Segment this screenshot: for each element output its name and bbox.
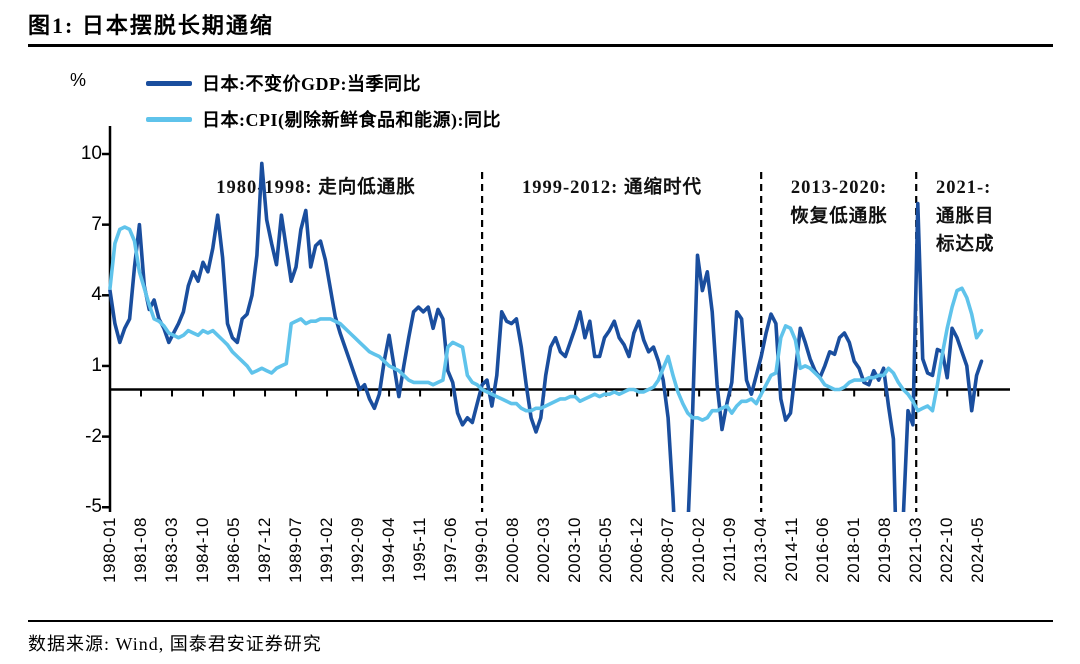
annotation-period-4-line1: 2021-:: [936, 178, 992, 198]
x-tick-label-text: 1991-02: [317, 517, 337, 583]
x-tick-label: 2003-10: [565, 517, 585, 613]
x-tick-label-text: 2006-12: [627, 517, 647, 583]
x-tick-label: 2022-10: [937, 517, 957, 613]
x-tick-label: 1992-09: [348, 517, 368, 613]
annotation-period-4-line3: 标达成: [936, 235, 995, 256]
x-tick-label-text: 1981-08: [131, 517, 150, 583]
x-tick-label-text: 1983-03: [162, 517, 182, 583]
legend-item-cpi: 日本:CPI(剔除新鲜食品和能源):同比: [146, 108, 501, 130]
y-tick-label: 7: [91, 213, 102, 235]
x-tick-label-text: 2021-03: [906, 517, 926, 583]
x-tick-label-text: 2002-03: [534, 517, 554, 583]
x-tick-label-text: 1997-06: [441, 517, 461, 583]
legend-gdp-line-swatch: [146, 80, 192, 86]
x-tick-label-text: 2014-11: [782, 517, 802, 582]
x-tick-label: 2005-05: [596, 517, 616, 613]
x-tick-label: 1980-01: [100, 517, 120, 613]
bottom-rule: [28, 620, 1053, 622]
gdp-series-line: [108, 161, 984, 512]
y-tick-label: 1: [91, 354, 102, 376]
x-tick-label-text: 1992-09: [348, 517, 368, 583]
x-tick-label: 1989-07: [286, 517, 306, 613]
annotation-period-3-line2: 恢复低通胀: [790, 206, 888, 227]
title-rule: [28, 44, 1053, 47]
x-tick-label-text: 2016-06: [813, 517, 833, 583]
annotation-period-4-line2: 通胀目: [936, 206, 995, 227]
x-tick-label: 2006-12: [627, 517, 647, 613]
x-tick-label: 1997-06: [441, 517, 461, 613]
x-tick-label: 1999-01: [472, 517, 492, 613]
y-tick-label: -5: [85, 496, 102, 518]
x-tick-label: 2019-08: [875, 517, 895, 613]
figure-title: 图1: 日本摆脱长期通缩: [28, 13, 274, 38]
x-tick-label: 2008-07: [658, 517, 678, 613]
legend-cpi-line-swatch: [146, 116, 192, 122]
cpi-series-line: [108, 225, 984, 422]
annotation-period-3-line1: 2013-2020:: [790, 178, 888, 198]
annotation-period-3: 2013-2020: 恢复低通胀: [766, 174, 912, 231]
x-tick-label-text: 2013-04: [751, 517, 771, 583]
legend-item-gdp: 日本:不变价GDP:当季同比: [146, 72, 421, 94]
x-tick-label-text: 1994-04: [379, 517, 399, 583]
x-tick-label-text: 1989-07: [286, 517, 306, 583]
annotation-period-4: 2021-: 通胀目 标达成: [936, 174, 1026, 260]
y-tick-label: -2: [85, 425, 102, 447]
x-tick-label: 2016-06: [813, 517, 833, 613]
x-tick-label: 2021-03: [906, 517, 926, 613]
annotation-period-2: 1999-2012: 通缩时代: [492, 174, 732, 203]
x-tick-label: 2000-08: [503, 517, 523, 613]
x-tick-label-text: 2022-10: [937, 517, 957, 583]
x-tick-label: 1994-04: [379, 517, 399, 613]
x-tick-label: 1987-12: [255, 517, 275, 613]
x-tick-label-text: 2011-09: [720, 517, 740, 582]
x-tick-label: 2002-03: [534, 517, 554, 613]
x-tick-label: 1981-08: [131, 517, 151, 613]
x-tick-label: 2011-09: [720, 517, 740, 613]
legend-gdp-label: 日本:不变价GDP:当季同比: [202, 74, 421, 94]
x-tick-label-text: 2019-08: [875, 517, 895, 583]
x-tick-label-text: 1980-01: [100, 517, 119, 583]
x-tick-label: 2013-04: [751, 517, 771, 613]
x-tick-label: 1984-10: [193, 517, 213, 613]
x-tick-label: 2010-02: [689, 517, 709, 613]
y-tick-label: 10: [80, 143, 102, 164]
x-tick-label-text: 2024-05: [968, 517, 988, 583]
x-tick-label: 1986-05: [224, 517, 244, 613]
x-tick-label-text: 2010-02: [689, 517, 709, 583]
y-axis-unit-label: %: [70, 70, 87, 90]
x-tick-label-text: 1995-11: [410, 517, 430, 582]
source-note: 数据来源: Wind, 国泰君安证券研究: [28, 634, 322, 654]
x-tick-label-text: 1987-12: [255, 517, 275, 583]
x-tick-label-text: 2018-01: [844, 517, 864, 583]
y-tick-label: 4: [91, 284, 102, 306]
x-tick-label: 1995-11: [410, 517, 430, 613]
x-tick-label-text: 2003-10: [565, 517, 585, 583]
annotation-period-2-line: 1999-2012: 通缩时代: [522, 178, 702, 198]
legend-cpi-label: 日本:CPI(剔除新鲜食品和能源):同比: [202, 110, 501, 130]
x-tick-label-text: 1986-05: [224, 517, 244, 583]
x-tick-label: 2014-11: [782, 517, 802, 613]
x-tick-label-text: 2005-05: [596, 517, 616, 583]
x-tick-label: 1983-03: [162, 517, 182, 613]
x-tick-label-text: 2000-08: [503, 517, 523, 583]
x-tick-label-text: 1984-10: [193, 517, 213, 583]
x-tick-label: 1991-02: [317, 517, 337, 613]
x-tick-label-text: 2008-07: [658, 517, 678, 583]
x-tick-label: 2024-05: [968, 517, 988, 613]
x-tick-label-text: 1999-01: [472, 517, 492, 583]
x-tick-label: 2018-01: [844, 517, 864, 613]
